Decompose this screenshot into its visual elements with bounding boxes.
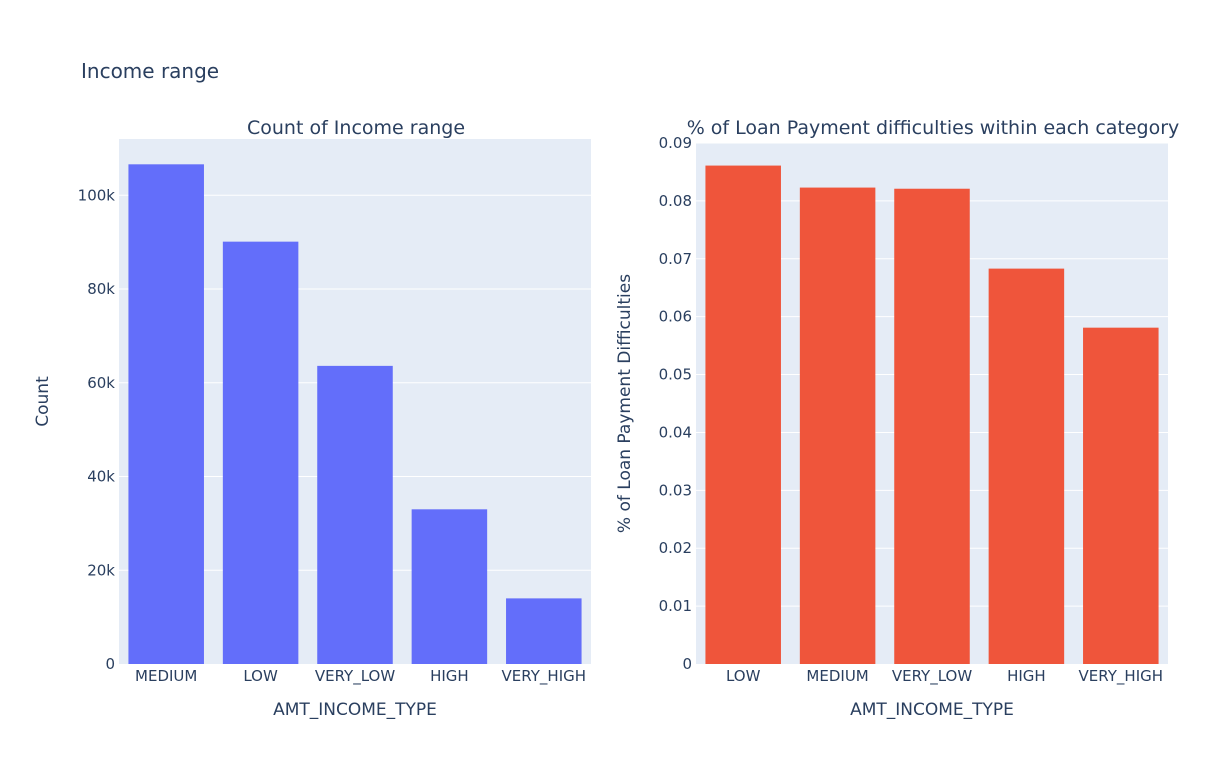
rate-bar-very-low <box>894 188 970 664</box>
rate-x-tick-label: MEDIUM <box>806 667 868 685</box>
rate-y-tick-label: 0.03 <box>659 481 692 499</box>
count-bar-high <box>411 509 488 664</box>
rate-x-axis-label: AMT_INCOME_TYPE <box>850 700 1014 720</box>
rate-y-tick-label: 0.07 <box>659 250 692 268</box>
rate-tick-labels: 0 0.01 0.02 0.03 0.04 0.05 0.06 0.07 0.08 0.09 LOW… <box>659 134 1163 686</box>
rate-bar-high <box>988 268 1065 664</box>
count-bar-medium <box>128 164 204 664</box>
count-y-tick-label: 40k <box>87 468 115 486</box>
count-x-tick-label: MEDIUM <box>135 667 197 685</box>
count-y-tick-label: 20k <box>87 561 115 579</box>
rate-y-tick-label: 0 <box>682 655 692 673</box>
count-chart-title: Count of Income range <box>247 117 465 139</box>
rate-y-axis-label: % of Loan Payment Difficulties <box>615 274 635 533</box>
rate-x-tick-label: VERY_HIGH <box>1079 667 1163 686</box>
rate-bar-low <box>705 165 781 664</box>
rate-chart-title: % of Loan Payment difficulties within ea… <box>687 117 1180 139</box>
count-y-tick-label: 60k <box>87 374 115 392</box>
count-bar-low <box>222 241 299 664</box>
count-bar-very-low <box>317 365 393 664</box>
figure-title: Income range <box>81 59 219 83</box>
rate-y-tick-label: 0.09 <box>659 134 692 152</box>
rate-x-tick-label: LOW <box>726 667 761 685</box>
rate-y-tick-label: 0.04 <box>659 423 692 441</box>
count-x-tick-label: LOW <box>243 667 278 685</box>
rate-y-tick-label: 0.06 <box>659 308 692 326</box>
rate-bars <box>705 165 1159 664</box>
rate-bar-medium <box>799 187 876 664</box>
count-chart-panel: 0 20k 40k 60k 80k 100k MEDIUM LOW VERY_LOW HIGH VE… <box>33 117 591 720</box>
count-x-tick-label: VERY_HIGH <box>502 667 586 686</box>
count-x-tick-label: HIGH <box>430 667 469 685</box>
difficulty-rate-chart-panel: 0 0.01 0.02 0.03 0.04 0.05 0.06 0.07 0.08 0.09 LOW… <box>615 117 1179 720</box>
count-x-tick-label: VERY_LOW <box>315 667 395 686</box>
rate-x-tick-label: HIGH <box>1007 667 1046 685</box>
rate-y-tick-label: 0.05 <box>659 366 692 384</box>
count-tick-labels: 0 20k 40k 60k 80k 100k MEDIUM LOW VERY_LOW HIGH VE… <box>78 186 586 686</box>
rate-y-tick-label: 0.01 <box>659 597 692 615</box>
count-bars <box>128 164 582 664</box>
rate-y-tick-label: 0.02 <box>659 539 692 557</box>
count-y-tick-label: 80k <box>87 280 115 298</box>
rate-y-tick-label: 0.08 <box>659 192 692 210</box>
rate-bar-very-high <box>1083 327 1159 664</box>
count-bar-very-high <box>506 598 582 664</box>
count-x-axis-label: AMT_INCOME_TYPE <box>273 700 437 720</box>
count-y-tick-label: 100k <box>78 186 116 204</box>
count-y-tick-label: 0 <box>105 655 115 673</box>
rate-x-tick-label: VERY_LOW <box>892 667 972 686</box>
count-y-axis-label: Count <box>33 376 53 427</box>
